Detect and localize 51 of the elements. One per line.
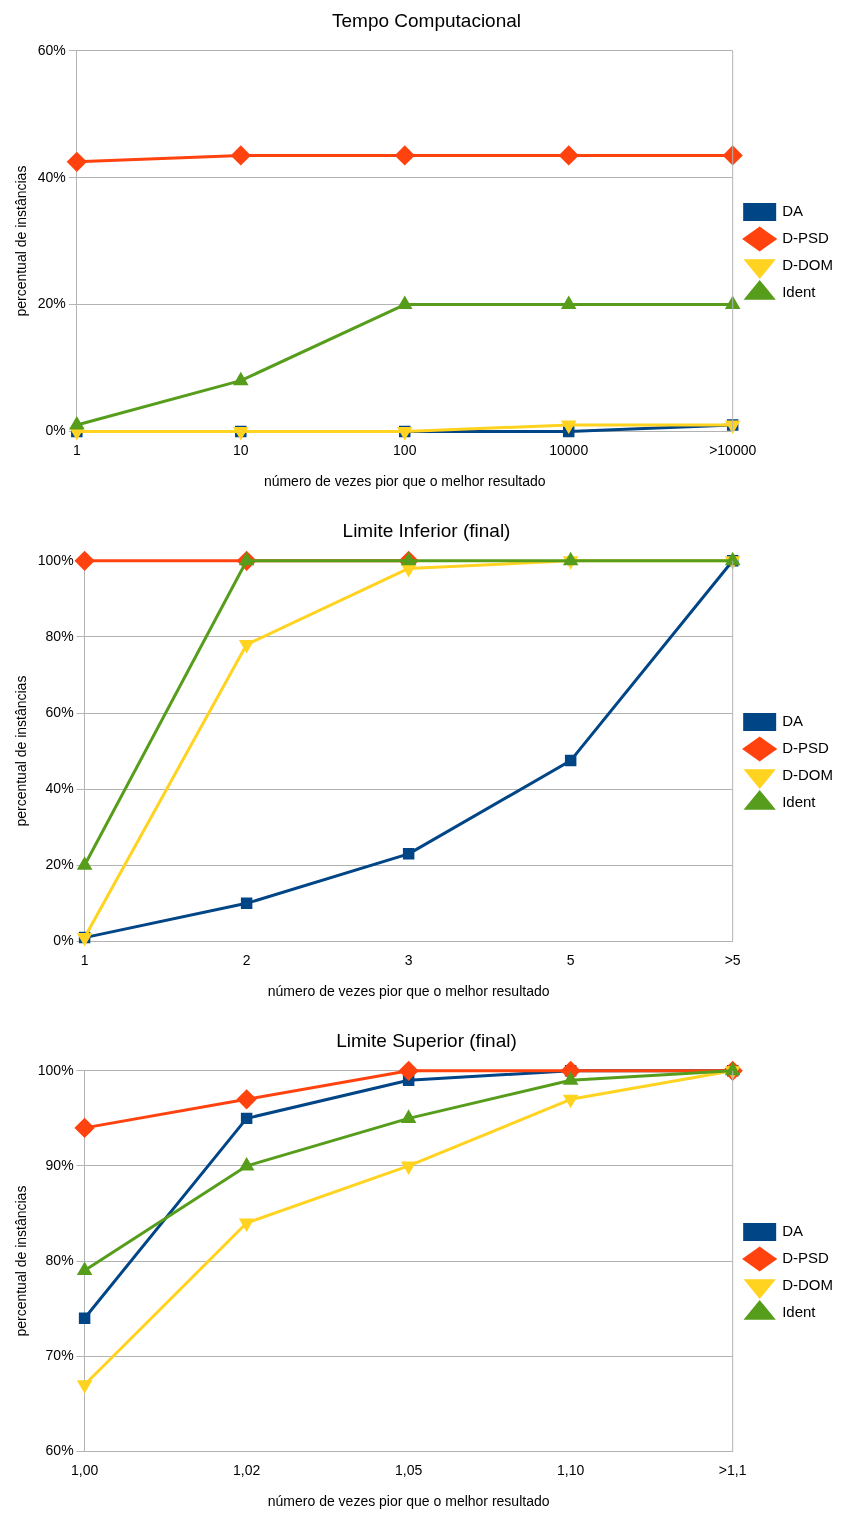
x-tick-label: 2	[242, 951, 251, 968]
x-tick-label: 1,05	[395, 1461, 423, 1478]
y-axis-title: percentual de instâncias	[13, 675, 30, 827]
y-tick-label: 20%	[45, 856, 74, 873]
x-axis-title: número de vezes pior que o melhor resultado	[267, 1493, 550, 1510]
x-tick-label: >1,1	[718, 1461, 747, 1478]
x-tick-label: 10000	[549, 441, 589, 458]
y-tick-label: 40%	[45, 780, 74, 797]
x-tick-label: 10	[233, 441, 249, 458]
y-tick-label: 70%	[45, 1347, 74, 1364]
y-axis-title: percentual de instâncias	[13, 165, 30, 317]
legend-label: DA	[782, 1222, 804, 1240]
legend-label: D-DOM	[782, 766, 834, 784]
legend-label: DA	[782, 712, 804, 730]
x-tick-label: 5	[566, 951, 575, 968]
x-tick-label: 1,02	[233, 1461, 261, 1478]
chart-title: Limite Superior (final)	[336, 1029, 517, 1051]
x-tick-label: 1,00	[70, 1461, 99, 1478]
y-tick-label: 0%	[45, 422, 66, 439]
legend-label: DA	[782, 202, 804, 220]
x-tick-label: 3	[404, 951, 413, 968]
x-axis-title: número de vezes pior que o melhor resultado	[267, 983, 550, 1000]
y-tick-label: 40%	[37, 168, 66, 185]
x-tick-label: >5	[724, 951, 741, 968]
y-tick-label: 20%	[37, 295, 66, 312]
legend-label: Ident	[782, 793, 817, 811]
legend-label: Ident	[782, 283, 817, 301]
legend-label: D-PSD	[782, 229, 830, 247]
legend-label: D-DOM	[782, 1276, 834, 1294]
x-tick-label: 100	[393, 441, 417, 458]
x-tick-label: 1	[80, 951, 89, 968]
chart-title: Tempo Computacional	[331, 9, 522, 31]
x-tick-label: >10000	[709, 441, 757, 458]
y-tick-label: 80%	[45, 627, 74, 644]
y-tick-label: 100%	[37, 551, 74, 568]
y-tick-label: 60%	[45, 1442, 74, 1459]
y-axis-title: percentual de instâncias	[13, 1185, 30, 1337]
y-tick-label: 80%	[45, 1251, 74, 1268]
legend-label: D-PSD	[782, 1249, 830, 1267]
y-tick-label: 100%	[37, 1061, 74, 1078]
x-tick-label: 1	[72, 441, 81, 458]
legend-label: D-DOM	[782, 256, 834, 274]
y-tick-label: 90%	[45, 1156, 74, 1173]
legend-label: D-PSD	[782, 739, 830, 757]
legend-label: Ident	[782, 1303, 817, 1321]
chart-title: Limite Inferior (final)	[342, 519, 511, 541]
x-axis-title: número de vezes pior que o melhor resultado	[263, 473, 546, 490]
y-tick-label: 60%	[45, 703, 74, 720]
x-tick-label: 1,10	[557, 1461, 585, 1478]
y-tick-label: 60%	[37, 41, 66, 58]
y-tick-label: 0%	[53, 932, 74, 949]
